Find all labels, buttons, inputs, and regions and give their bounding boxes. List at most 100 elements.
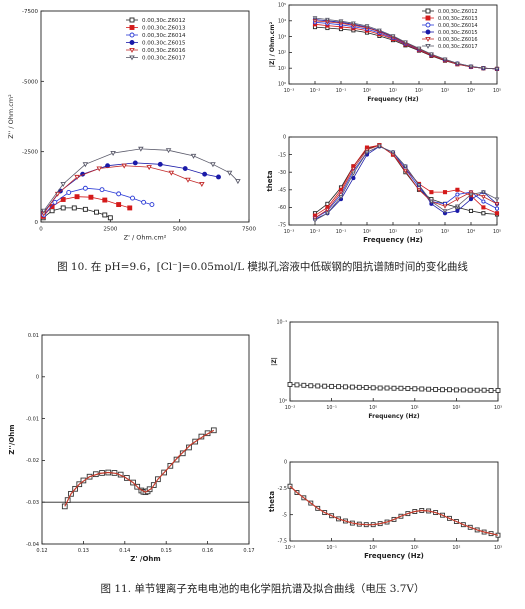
fig10_nyquist-data-point [49,208,55,214]
figure-11-caption: 图 11. 单节锂离子充电电池的电化学阻抗谱及拟合曲线（电压 3.7V） [100,583,425,595]
fig10_nyquist-data-point [71,205,77,211]
fig10_bode_mag-legend-label: 0.00,30c.Z6017 [438,44,478,50]
fig11_nyquist-data-point [210,427,217,434]
fig10_nyquist-y-tick-label: -2500 [22,150,38,156]
fig10_bode_phase-data-point [364,150,370,155]
fig10_bode_phase-data-point [468,208,474,213]
fig11_bode_mag-data-point [363,385,369,390]
fig10_bode_mag-data-point [390,34,396,39]
fig10_bode_phase-data-point [481,199,486,204]
fig11_bode_mag-data-point [412,386,418,392]
fig10_nyquist-legend-label: 0.00,30c.Z6013 [142,26,186,32]
fig10_nyquist-data-point [210,162,216,168]
fig10_bode_mag-data-point [481,66,486,71]
fig11_bode_mag-data-point [426,386,432,392]
fig11_bode_mag-data-point [474,387,480,393]
fig11_bode_mag-data-point [301,382,307,388]
fig10_bode_phase-data-point [494,202,500,207]
fig10_bode_phase-x-tick-label: 10⁻¹ [336,229,347,235]
fig11_nyquist-data-point [80,477,87,484]
fig10_bode_phase: 10⁻³ 10⁻² 10⁻¹ 10⁰ 10¹ 10² 10³ 10⁴ 10⁵ -75 -60 -45 -… [266,135,501,244]
fig10_bode_phase-data-point [325,208,330,213]
fig11_bode_mag-data-point [294,382,300,388]
fig10_nyquist-y-tick-label: -7500 [22,9,38,15]
fig10_bode_phase-data-point [325,211,330,216]
fig10_bode_mag-y-tick-label: 10⁵ [278,3,286,9]
fig11_nyquist-y-tick-label: 0.01 [28,333,39,339]
fig10_bode_mag-legend-marker [425,29,431,35]
fig10_nyquist-legend-label: 0.00,30c.Z6012 [142,18,186,24]
fig10_bode_mag-data-point [338,19,344,24]
fig10_bode_phase-data-point [481,190,486,195]
fig10_bode_mag-data-point [312,16,318,21]
fig10_nyquist-data-point [102,212,108,218]
fig11_bode_mag-data-point [308,383,314,389]
fig10_nyquist-data-point [185,177,191,183]
fig10_bode_mag-y-tick-label: 10⁴ [278,18,286,24]
fig11_bode_mag-data-point [405,386,411,391]
fig11_bode_mag-data-point [377,385,383,391]
fig10_bode_mag-data-point [468,64,474,69]
fig11_bode_mag-y-axis-label: |Z| [271,357,278,366]
fig10_nyquist-data-point [127,205,133,211]
fig10_nyquist-data-point [235,179,241,185]
fig10_bode_mag-legend-label: 0.00,30c.Z6013 [438,16,478,22]
fig10_nyquist-legend-marker [129,55,135,61]
fig11_nyquist-y-tick-label: -0.03 [26,500,39,506]
fig10_bode_mag-data-point [351,21,356,26]
fig10_bode_phase-data-point [351,171,356,176]
fig10_bode_phase-x-tick-label: 10⁰ [363,229,371,235]
fig10_nyquist-series-line-5 [43,148,239,211]
fig10_nyquist-y-tick-label: -5000 [22,79,38,85]
fig10_nyquist-data-point [141,199,147,205]
fig10_bode_phase-data-point [416,188,422,193]
fig11_nyquist-y-tick-label: -0.01 [26,416,39,422]
fig10_bode_phase-y-axis-label: theta [266,170,274,191]
fig10_nyquist-data-point [199,181,205,187]
fig10_nyquist-y-tick-label: 0 [35,220,39,226]
fig11_nyquist-series-line-0 [64,429,214,507]
fig10_nyquist-data-point [99,187,105,193]
fig11_nyquist-x-tick-label: 0.12 [36,548,47,554]
fig10_bode_phase-data-point [442,209,448,214]
fig10_bode_phase-data-point [442,190,448,195]
fig10_bode_mag-data-point [403,40,408,45]
fig10_nyquist-legend-marker [129,25,135,30]
fig10_bode_mag-x-tick-label: 10⁻³ [284,88,295,94]
fig10_bode_phase-y-tick-label: -75 [278,223,286,229]
fig11_bode_mag-data-point [467,387,473,393]
fig10_nyquist-frame [40,10,250,223]
fig10_bode_phase-data-point [494,206,500,211]
fig10_bode_mag-data-point [364,24,370,29]
fig11_bode_mag-data-point [391,385,397,391]
fig10_bode_mag-data-point [325,17,330,23]
fig10_bode_mag-data-point [416,46,422,51]
fig11_bode_mag-data-point [315,383,321,389]
fig10_bode_phase-x-tick-label: 10³ [441,229,449,235]
fig10_nyquist-x-tick-label: 5000 [173,227,187,233]
fig10_bode_mag-y-tick-label: 10⁰ [278,82,286,88]
fig11_nyquist-x-tick-label: 0.16 [202,548,213,554]
fig10_bode_phase-data-point [455,187,460,192]
fig11_bode_phase-y-tick-label: -5 [282,512,287,518]
fig11_nyquist-x-tick-label: 0.15 [161,548,172,554]
fig10_bode_phase-data-point [351,176,356,181]
fig10_bode_mag-data-point [442,57,448,62]
fig11_nyquist-frame [41,334,250,545]
fig10_bode_phase-series-line-3 [314,145,498,220]
fig10_bode_phase-y-tick-label: -30 [278,170,286,176]
fig11_bode_mag-x-tick-label: 10⁻¹ [326,405,337,411]
fig10_nyquist-legend-marker [129,40,135,45]
fig11_bode_mag: 10⁻² 10⁻¹ 10⁰ 10¹ 10² 10³ 10⁰ 10⁻¹ Frequency (Hz… [271,320,502,420]
fig10_nyquist-data-point [74,194,80,200]
fig10_bode_phase-series-line-1 [314,144,498,216]
fig10_bode_phase-data-point [468,192,474,198]
fig11_bode_mag-y-tick-label: 10⁰ [279,399,287,405]
fig10_nyquist-y-axis-label: Z'' / Ohm.cm² [7,94,15,139]
fig11_nyquist-y-tick-label: -0.02 [26,458,39,464]
fig11_bode_mag-data-point [384,385,390,391]
fig10_nyquist-series-line-3 [43,162,219,213]
fig10_bode_phase-data-point [468,190,474,195]
fig11_bode_phase-x-tick-label: 10⁰ [369,545,377,551]
fig10_bode_mag: 10⁻³ 10⁻² 10⁻¹ 10⁰ 10¹ 10² 10³ 10⁴ 10⁵ 10⁰ 10¹ 10² 1… [269,3,501,103]
